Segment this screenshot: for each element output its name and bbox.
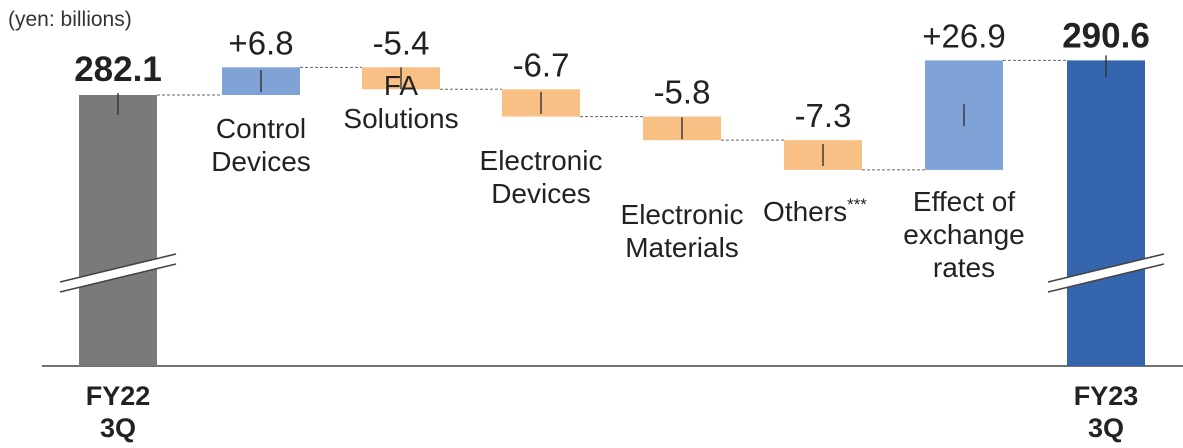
value-label-exchange-rates: +26.9 xyxy=(922,17,1006,54)
axis-label-end-line-1: FY23 xyxy=(1074,381,1139,411)
axis-break-start-line-bottom xyxy=(59,263,177,293)
category-label-exchange-rates-line-1: Effect of xyxy=(913,186,1015,217)
category-label-exchange-rates-line-2: exchange xyxy=(903,219,1024,250)
category-label-electronic-materials-line-1: Electronic xyxy=(621,199,744,230)
axis-break-end-line-top xyxy=(1047,253,1165,283)
value-label-control-devices: +6.8 xyxy=(228,24,293,61)
category-label-electronic-devices-line-1: Electronic xyxy=(480,145,603,176)
category-label-control-devices-line-2: Devices xyxy=(211,146,311,177)
axis-label-start-line-1: FY22 xyxy=(86,381,151,411)
category-label-others-suffix: *** xyxy=(847,195,867,214)
axis-break-end-gap xyxy=(1046,254,1166,292)
axis-break-start-line-top xyxy=(59,253,177,283)
chart-marks: 282.1+6.8ControlDevices-5.4FASolutions-6… xyxy=(58,16,1166,443)
axis-break-start-gap xyxy=(58,254,178,292)
value-label-others: -7.3 xyxy=(795,97,852,134)
value-label-electronic-devices: -6.7 xyxy=(513,46,570,83)
category-label-fa-solutions-line-1: FA xyxy=(384,70,419,101)
bar-start-total xyxy=(79,95,157,366)
bar-end-total xyxy=(1067,60,1145,366)
axis-break-end-line-bottom xyxy=(1047,263,1165,293)
value-label-end-total: 290.6 xyxy=(1062,16,1150,55)
category-label-electronic-materials-line-2: Materials xyxy=(625,232,739,263)
value-label-start-total: 282.1 xyxy=(74,50,162,89)
value-label-electronic-materials: -5.8 xyxy=(654,74,711,111)
category-label-electronic-devices-line-2: Devices xyxy=(491,178,591,209)
category-label-control-devices-line-1: Control xyxy=(216,113,306,144)
category-label-exchange-rates-line-3: rates xyxy=(933,252,995,283)
axis-label-start-line-2: 3Q xyxy=(100,413,136,443)
unit-label: (yen: billions) xyxy=(8,8,132,31)
axis-label-end-line-2: 3Q xyxy=(1088,413,1124,443)
category-label-others-line-1: Others*** xyxy=(763,195,867,227)
value-label-fa-solutions: -5.4 xyxy=(373,24,430,61)
category-label-fa-solutions-line-2: Solutions xyxy=(343,103,458,134)
